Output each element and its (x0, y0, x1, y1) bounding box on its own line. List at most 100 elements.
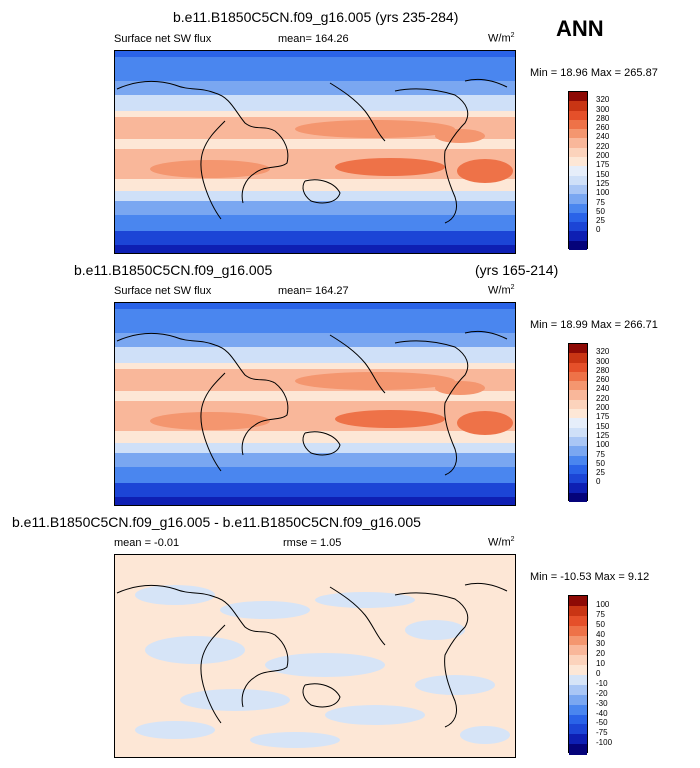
panel-3-colorbar: 100 75 50 40 30 20 10 0 -10 -20 -30 -40 -50 -75 -100 (568, 595, 628, 755)
panel-3-map-svg (115, 555, 515, 757)
colorbar-3-swatch (569, 744, 587, 755)
colorbar-2-tick-label: 220 (596, 393, 610, 403)
colorbar-1-swatch (569, 240, 587, 251)
colorbar-3-swatch (569, 704, 587, 715)
colorbar-2-swatch (569, 436, 587, 447)
colorbar-2-tick-label: 240 (596, 384, 610, 394)
panel-2-years: (yrs 165-214) (475, 262, 559, 278)
colorbar-1-swatch (569, 138, 587, 149)
colorbar-3-swatch (569, 714, 587, 725)
colorbar-1-tick-label: 280 (596, 113, 610, 123)
panel-3-colorbar-box (568, 595, 588, 755)
panel-3-mean: mean = -0.01 (114, 537, 180, 549)
colorbar-3-tick-label: -10 (596, 678, 608, 688)
colorbar-3-tick-label: 20 (596, 649, 605, 659)
colorbar-2-tick-label: 200 (596, 403, 610, 413)
colorbar-1-swatch (569, 194, 587, 205)
colorbar-1-swatch (569, 101, 587, 112)
panel-3-title: b.e11.B1850C5CN.f09_g16.005 - b.e11.B185… (12, 514, 421, 530)
season-label: ANN (556, 16, 604, 41)
colorbar-2-swatch (569, 409, 587, 419)
colorbar-2-swatch (569, 483, 587, 494)
colorbar-3-swatch (569, 596, 587, 607)
panel-1-colorbar-box (568, 91, 588, 251)
colorbar-3-tick-label: 40 (596, 629, 605, 639)
panel-2-mean: mean= 164.27 (278, 285, 349, 297)
panel-1-variable: Surface net SW flux (114, 33, 212, 45)
colorbar-3-tick-label: 0 (596, 669, 601, 678)
colorbar-3-tick-label: -50 (596, 718, 608, 728)
colorbar-3-swatch (569, 675, 587, 686)
colorbar-1-swatch (569, 157, 587, 167)
colorbar-2-swatch (569, 427, 587, 438)
panel-3-map (114, 554, 516, 758)
colorbar-3-swatch (569, 684, 587, 696)
colorbar-1-swatch (569, 166, 587, 177)
colorbar-3-tick-label: 50 (596, 619, 605, 629)
colorbar-2-swatch (569, 492, 587, 503)
colorbar-2-swatch (569, 390, 587, 401)
colorbar-1-swatch (569, 129, 587, 139)
colorbar-1-tick-label: 125 (596, 178, 610, 188)
colorbar-1-swatch (569, 212, 587, 223)
panel-3-min-max: Min = -10.53 Max = 9.12 (530, 571, 650, 583)
panel-1-map (114, 50, 516, 254)
colorbar-3-tick-label: -20 (596, 688, 608, 698)
colorbar-1-swatch (569, 92, 587, 102)
colorbar-3-swatch (569, 645, 587, 656)
colorbar-1-swatch (569, 119, 587, 130)
colorbar-1-swatch (569, 147, 587, 158)
colorbar-3-swatch (569, 665, 587, 676)
colorbar-2-tick-label: 260 (596, 375, 610, 385)
colorbar-1-tick-label: 0 (596, 225, 601, 235)
colorbar-3-tick-label: -30 (596, 698, 608, 708)
colorbar-3-tick-label: 100 (596, 599, 610, 609)
colorbar-1-swatch (569, 222, 587, 232)
colorbar-2-swatch (569, 353, 587, 364)
colorbar-2-tick-label: 100 (596, 440, 610, 450)
colorbar-3-swatch (569, 615, 587, 627)
colorbar-3-swatch (569, 655, 587, 666)
colorbar-2-tick-label: 0 (596, 477, 601, 487)
colorbar-2-swatch (569, 455, 587, 466)
colorbar-2-tick-label: 280 (596, 365, 610, 375)
colorbar-3-swatch (569, 605, 587, 617)
colorbar-1-tick-label: 240 (596, 132, 610, 142)
panel-1-title: b.e11.B1850C5CN.f09_g16.005 (yrs 235-284… (173, 9, 459, 25)
colorbar-1-swatch (569, 110, 587, 121)
colorbar-2-swatch (569, 381, 587, 391)
colorbar-2-tick-label: 75 (596, 449, 605, 459)
colorbar-2-tick-label: 300 (596, 356, 610, 366)
colorbar-1-swatch (569, 184, 587, 195)
colorbar-3-swatch (569, 734, 587, 745)
colorbar-1-swatch (569, 175, 587, 186)
panel-2-units: W/m2 (488, 284, 515, 297)
colorbar-2-swatch (569, 474, 587, 484)
colorbar-1-swatch (569, 231, 587, 242)
colorbar-3-tick-label: 75 (596, 609, 605, 619)
colorbar-1-tick-label: 300 (596, 104, 610, 114)
panel-2-title: b.e11.B1850C5CN.f09_g16.005 (74, 262, 273, 278)
colorbar-2-tick-label: 175 (596, 412, 610, 422)
colorbar-1-tick-label: 200 (596, 151, 610, 161)
panel-2-min-max: Min = 18.99 Max = 266.71 (530, 319, 658, 331)
colorbar-3-swatch (569, 635, 587, 646)
panel-2-variable: Surface net SW flux (114, 285, 212, 297)
colorbar-2-swatch (569, 446, 587, 457)
colorbar-3-tick-label: 10 (596, 659, 605, 669)
colorbar-2-tick-label: 25 (596, 468, 605, 478)
colorbar-1-tick-label: 220 (596, 141, 610, 151)
colorbar-1-tick-label: 100 (596, 188, 610, 198)
colorbar-1-tick-label: 175 (596, 160, 610, 170)
colorbar-1-tick-label: 260 (596, 123, 610, 133)
colorbar-1-tick-label: 25 (596, 216, 605, 226)
colorbar-1-tick-label: 320 (596, 95, 610, 105)
panel-2-colorbar: 320 300 280 260 240 220 200 175 150 125 100 75 50 25 0 (568, 343, 628, 503)
colorbar-2-swatch (569, 464, 587, 475)
colorbar-2-tick-label: 320 (596, 347, 610, 357)
colorbar-2-swatch (569, 399, 587, 410)
colorbar-2-swatch (569, 344, 587, 354)
colorbar-3-tick-label: -75 (596, 728, 608, 738)
colorbar-2-tick-label: 150 (596, 421, 610, 431)
colorbar-2-swatch (569, 418, 587, 429)
